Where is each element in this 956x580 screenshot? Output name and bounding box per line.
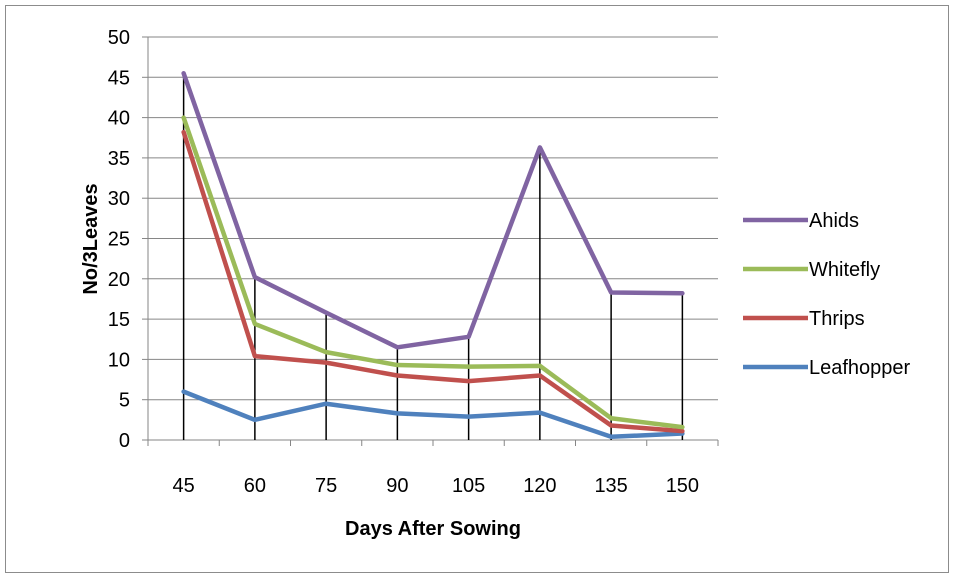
- x-tick-label: 60: [244, 475, 266, 497]
- x-tick-label: 75: [315, 475, 337, 497]
- legend-label: Thrips: [809, 308, 865, 330]
- series-line-whitefly: [181, 115, 685, 430]
- y-axis-ticks: 0 5 10 15 20 25 30 35 40 45 50: [108, 27, 148, 452]
- x-axis-title: Days After Sowing: [345, 518, 521, 540]
- x-tick-label: 150: [666, 475, 699, 497]
- series-line-thrips: [181, 129, 685, 434]
- y-tick-label: 10: [108, 349, 130, 371]
- drop-lines: [182, 73, 684, 440]
- legend-label: Ahids: [809, 210, 859, 232]
- gridlines: [148, 36, 718, 401]
- series-line-leafhopper: [181, 389, 685, 440]
- x-tick-label: 135: [594, 475, 627, 497]
- legend-label: Leafhopper: [809, 357, 911, 379]
- y-tick-label: 40: [108, 108, 130, 130]
- y-axis-title: No/3Leaves: [80, 183, 102, 294]
- series-lines: [181, 71, 685, 440]
- y-tick-label: 50: [108, 27, 130, 49]
- y-tick-label: 20: [108, 269, 130, 291]
- legend: Ahids Whitefly Thrips Leafhopper: [743, 210, 911, 379]
- chart-frame: [5, 5, 949, 573]
- x-tick-label: 45: [173, 475, 195, 497]
- y-tick-label: 45: [108, 67, 130, 89]
- y-tick-label: 30: [108, 188, 130, 210]
- y-tick-label: 35: [108, 148, 130, 170]
- series-line-ahids: [181, 71, 685, 350]
- y-tick-label: 0: [119, 430, 130, 452]
- y-tick-label: 15: [108, 309, 130, 331]
- legend-label: Whitefly: [809, 259, 880, 281]
- x-axis: 45 60 75 90 105 120 135 150: [147, 37, 719, 497]
- y-tick-label: 25: [108, 229, 130, 251]
- x-tick-label: 120: [523, 475, 556, 497]
- x-tick-label: 105: [452, 475, 485, 497]
- x-tick-label: 90: [386, 475, 408, 497]
- y-tick-label: 5: [119, 390, 130, 412]
